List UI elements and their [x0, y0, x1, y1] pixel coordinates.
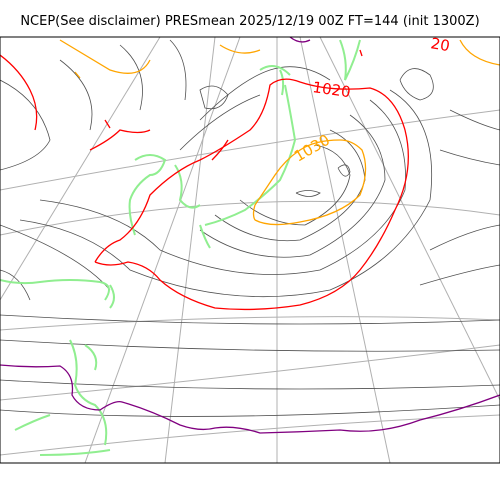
coastlines	[0, 39, 361, 456]
isobars-grey	[0, 39, 500, 417]
contour-label-1020: 1020	[311, 78, 351, 101]
graticule-parallels	[0, 109, 500, 456]
isobar-1030	[59, 39, 500, 226]
contour-label-20: 20	[429, 34, 451, 55]
map-frame	[0, 36, 500, 464]
isobar-1020	[0, 49, 409, 311]
contour-label-1030: 1030	[291, 131, 333, 166]
graticule-meridians	[0, 37, 500, 463]
isobar-1000	[0, 37, 500, 434]
map-title: NCEP(See disclaimer) PRESmean 2025/12/19…	[20, 14, 480, 29]
